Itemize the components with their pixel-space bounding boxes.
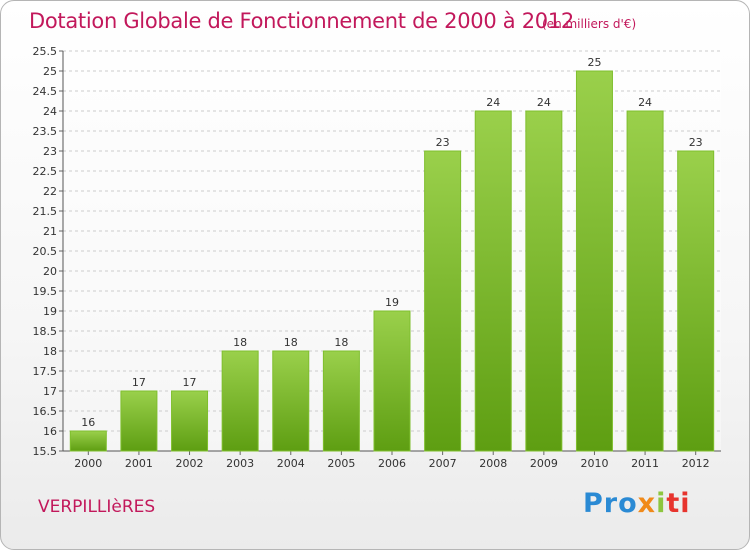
bar-value-label: 17 [132, 376, 146, 389]
x-tick-label: 2003 [226, 457, 254, 470]
y-tick-label: 21.5 [33, 205, 58, 218]
x-tick-label: 2000 [74, 457, 102, 470]
y-tick-label: 19.5 [33, 285, 58, 298]
logo-part-1: Pro [583, 488, 638, 519]
y-tick-label: 18.5 [33, 325, 58, 338]
bar [373, 310, 411, 452]
chart-title: Dotation Globale de Fonctionnement de 20… [29, 9, 574, 33]
y-tick-label: 22 [43, 185, 57, 198]
bar-value-label: 16 [81, 416, 95, 429]
y-tick-label: 16.5 [33, 405, 58, 418]
bar-value-label: 18 [284, 336, 298, 349]
y-tick-label: 20.5 [33, 245, 58, 258]
bar-value-label: 19 [385, 296, 399, 309]
town-name: VERPILLIèRES [38, 497, 156, 517]
bar-value-label: 17 [183, 376, 197, 389]
bar-value-label: 24 [638, 96, 652, 109]
y-tick-label: 17 [43, 385, 57, 398]
labels: 15.5 16 16.5 17 17.5 18 18.5 19 19.5 20 20.5 21 21.5… [33, 45, 710, 470]
logo-part-2: x [637, 488, 657, 519]
y-tick-label: 19 [43, 305, 57, 318]
bar-value-label: 18 [233, 336, 247, 349]
y-tick-label: 16 [43, 425, 57, 438]
bar [575, 70, 613, 452]
bar [69, 430, 107, 452]
y-tick-label: 23.5 [33, 125, 58, 138]
x-tick-label: 2002 [176, 457, 204, 470]
bar [221, 350, 259, 452]
y-tick-label: 18 [43, 345, 57, 358]
bar-value-label: 23 [436, 136, 450, 149]
bar [322, 350, 360, 452]
y-tick-label: 25.5 [33, 45, 58, 58]
bar-value-label: 24 [486, 96, 500, 109]
bar [120, 390, 158, 452]
bar-value-label: 18 [334, 336, 348, 349]
bar-value-label: 25 [587, 56, 601, 69]
y-tick-label: 23 [43, 145, 57, 158]
x-tick-label: 2007 [429, 457, 457, 470]
logo-part-4: ti [666, 488, 691, 519]
y-tick-label: 25 [43, 65, 57, 78]
y-tick-label: 24 [43, 105, 57, 118]
x-tick-label: 2010 [580, 457, 608, 470]
logo-part-3: i [656, 488, 667, 519]
x-tick-label: 2005 [327, 457, 355, 470]
bars [69, 70, 715, 452]
bar [272, 350, 310, 452]
bar [626, 110, 664, 452]
bar [474, 110, 512, 452]
y-tick-label: 20 [43, 265, 57, 278]
x-tick-label: 2008 [479, 457, 507, 470]
x-tick-label: 2006 [378, 457, 406, 470]
x-tick-label: 2011 [631, 457, 659, 470]
y-tick-label: 22.5 [33, 165, 58, 178]
y-tick-label: 21 [43, 225, 57, 238]
bar-value-label: 24 [537, 96, 551, 109]
bar [525, 110, 563, 452]
bar [424, 150, 462, 452]
y-tick-label: 17.5 [33, 365, 58, 378]
chart-unit: (en milliers d'€) [542, 17, 637, 31]
bar-value-label: 23 [689, 136, 703, 149]
y-tick-label: 15.5 [33, 445, 58, 458]
x-tick-label: 2001 [125, 457, 153, 470]
x-tick-label: 2004 [277, 457, 305, 470]
bar [677, 150, 715, 452]
y-tick-label: 24.5 [33, 85, 58, 98]
x-tick-label: 2009 [530, 457, 558, 470]
x-tick-label: 2012 [682, 457, 710, 470]
proxiti-logo[interactable]: Proxiti [583, 488, 691, 519]
bar [171, 390, 209, 452]
